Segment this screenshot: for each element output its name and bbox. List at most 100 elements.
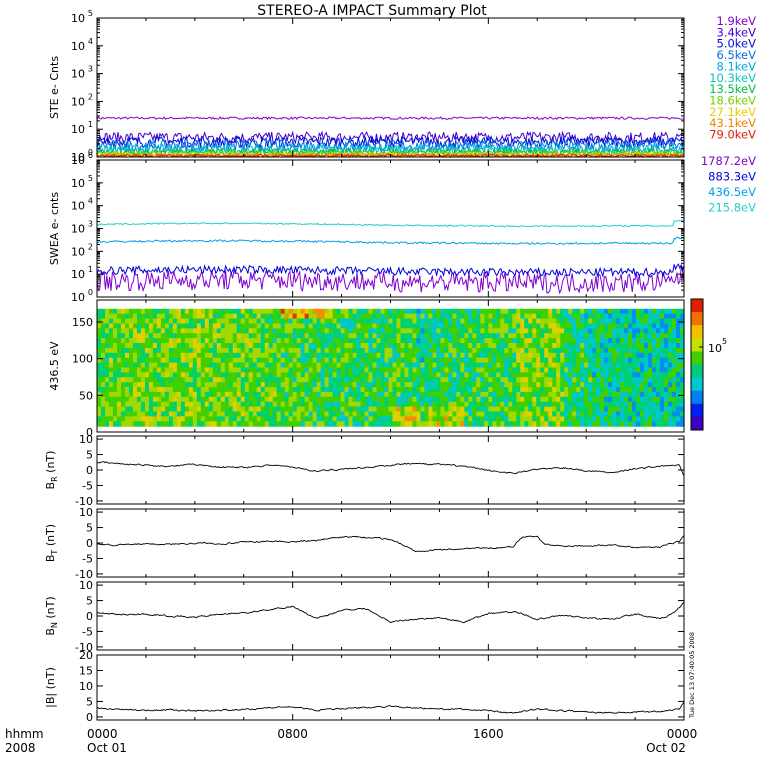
heatmap-cell	[252, 421, 258, 427]
heatmap-cell	[660, 396, 665, 403]
heatmap-cell	[140, 396, 146, 403]
heatmap-cell	[452, 411, 457, 417]
heatmap-cell	[152, 372, 158, 378]
heatmap-cell	[560, 391, 565, 398]
heatmap-cell	[536, 421, 541, 427]
heatmap-cell	[504, 382, 509, 388]
heatmap-cell	[440, 347, 445, 354]
heatmap-cell	[172, 377, 178, 383]
heatmap-cell	[416, 372, 422, 378]
heatmap-cell	[400, 338, 406, 344]
heatmap-cell	[496, 338, 501, 344]
heatmap-cell	[672, 372, 677, 378]
heatmap-cell	[636, 411, 641, 417]
heatmap-cell	[144, 347, 150, 354]
heatmap-cell	[560, 308, 565, 315]
heatmap-cell	[576, 308, 581, 315]
heatmap-cell	[356, 401, 362, 408]
heatmap-cell	[108, 362, 114, 369]
heatmap-cell	[180, 313, 186, 320]
heatmap-cell	[136, 357, 142, 364]
heatmap-cell	[260, 318, 266, 325]
heatmap-cell	[556, 333, 561, 339]
heatmap-cell	[668, 323, 673, 329]
heatmap-cell	[380, 357, 386, 364]
heatmap-cell	[536, 357, 541, 364]
heatmap-cell	[444, 387, 449, 393]
heatmap-cell	[656, 406, 661, 413]
heatmap-cell	[548, 396, 553, 403]
heatmap-cell	[476, 396, 481, 403]
heatmap-cell	[420, 411, 426, 417]
heatmap-cell	[224, 401, 230, 408]
heatmap-cell	[176, 396, 182, 403]
heatmap-cell	[376, 411, 382, 417]
heatmap-cell	[520, 406, 525, 413]
heatmap-cell	[496, 333, 501, 339]
heatmap-cell	[220, 323, 226, 329]
heatmap-cell	[108, 416, 114, 422]
heatmap-cell	[152, 401, 158, 408]
legend-entry: 10.3keV	[709, 71, 756, 85]
heatmap-cell	[112, 367, 118, 373]
heatmap-cell	[284, 328, 290, 334]
x-tick-time: 0000	[667, 727, 698, 741]
heatmap-cell	[676, 328, 681, 334]
heatmap-cell	[372, 352, 378, 359]
heatmap-cell	[644, 328, 649, 334]
y-tick-exp: 4	[88, 37, 93, 46]
heatmap-cell	[480, 421, 485, 427]
heatmap-cell	[536, 391, 541, 398]
heatmap-cell	[548, 357, 553, 364]
heatmap-cell	[276, 421, 282, 427]
heatmap-cell	[364, 401, 370, 408]
heatmap-cell	[204, 406, 210, 413]
heatmap-cell	[540, 406, 545, 413]
heatmap-cell	[640, 377, 645, 383]
heatmap-cell	[548, 328, 553, 334]
heatmap-cell	[456, 318, 461, 325]
heatmap-cell	[608, 411, 613, 417]
heatmap-cell	[216, 352, 222, 359]
heatmap-cell	[288, 372, 294, 378]
heatmap-cell	[140, 382, 146, 388]
heatmap-cell	[672, 308, 677, 315]
heatmap-cell	[632, 343, 637, 349]
heatmap-cell	[412, 352, 418, 359]
heatmap-cell	[108, 406, 114, 413]
heatmap-cell	[456, 338, 461, 344]
heatmap-cell	[664, 406, 669, 413]
panel-frame	[96, 508, 685, 578]
heatmap-cell	[376, 308, 382, 315]
heatmap-cell	[572, 333, 577, 339]
heatmap-cell	[296, 411, 302, 417]
heatmap-cell	[164, 347, 170, 354]
heatmap-cell	[396, 343, 402, 349]
heatmap-cell	[212, 421, 218, 427]
y-tick-exp: 5	[88, 9, 93, 18]
heatmap-cell	[104, 391, 110, 398]
heatmap-cell	[316, 372, 322, 378]
heatmap-cell	[120, 382, 126, 388]
heatmap-cell	[180, 338, 186, 344]
heatmap-cell	[436, 401, 442, 408]
heatmap-cell	[368, 382, 374, 388]
heatmap-cell	[612, 416, 617, 422]
heatmap-cell	[424, 318, 430, 325]
heatmap-cell	[368, 421, 374, 427]
heatmap-cell	[176, 338, 182, 344]
heatmap-cell	[600, 387, 605, 393]
heatmap-cell	[448, 308, 453, 315]
heatmap-cell	[168, 343, 174, 349]
heatmap-cell	[352, 323, 358, 329]
heatmap-cell	[676, 333, 681, 339]
heatmap-cell	[588, 357, 593, 364]
heatmap-cell	[104, 416, 110, 422]
heatmap-cell	[428, 328, 434, 334]
heatmap-cell	[292, 323, 298, 329]
heatmap-cell	[504, 357, 509, 364]
heatmap-cell	[452, 367, 457, 373]
heatmap-cell	[516, 387, 521, 393]
heatmap-cell	[192, 357, 198, 364]
heatmap-cell	[500, 377, 505, 383]
